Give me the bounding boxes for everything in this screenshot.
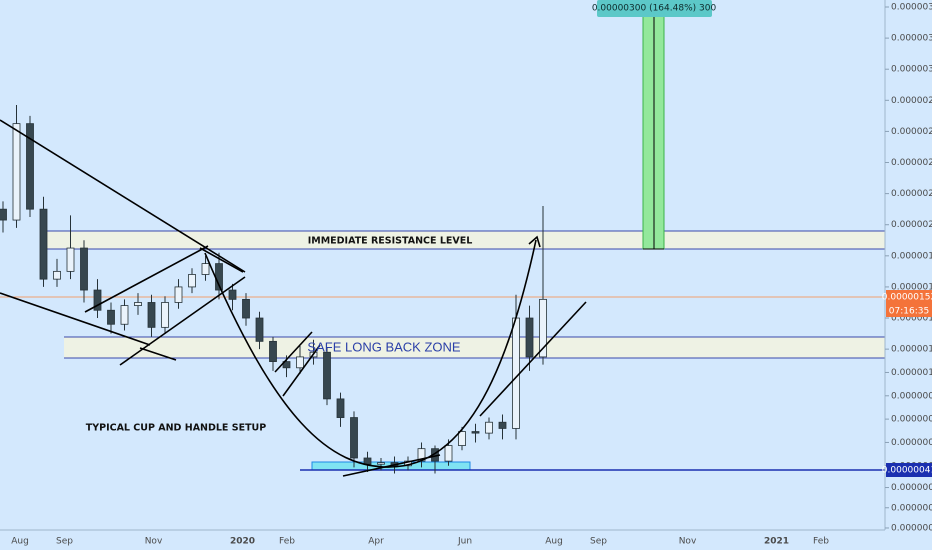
candle-body <box>93 289 102 311</box>
y-axis-area <box>885 0 932 550</box>
y-tick-label: 0.00000200 <box>891 220 932 230</box>
candle-body <box>201 263 210 275</box>
x-tick-label: Nov <box>679 537 697 547</box>
candle-body <box>107 309 115 325</box>
candle-body <box>39 208 48 280</box>
y-tick-label: 0.00000090 <box>891 391 932 401</box>
handle-line <box>479 301 587 417</box>
x-tick-label: Apr <box>368 537 384 547</box>
candle-body <box>323 351 331 400</box>
last-price: 0.00000152 <box>882 293 932 303</box>
y-tick-label: 0.00000240 <box>891 158 932 168</box>
candle-body <box>53 270 61 280</box>
trendline <box>274 331 313 373</box>
x-tick-label: Feb <box>279 537 295 547</box>
countdown-box <box>886 304 932 317</box>
candle-body <box>458 431 466 446</box>
x-tick-label: Sep <box>56 537 73 547</box>
y-tick-label: 0.00000105 <box>891 368 932 378</box>
trendline <box>139 347 177 361</box>
last-price-box <box>886 290 932 304</box>
candle-body <box>336 398 345 418</box>
candle-body <box>120 305 129 325</box>
target-label-box <box>597 0 712 17</box>
candle-body <box>66 247 75 272</box>
candle-body <box>350 417 358 459</box>
cup-curve <box>204 239 537 468</box>
y-tick-label: 0.00000140 <box>891 314 932 324</box>
candle-body <box>161 302 169 328</box>
y-tick-label: 0.00000120 <box>891 345 932 355</box>
candle-body <box>255 317 264 342</box>
target-label: 0.00000300 (164.48%) 300 <box>592 4 717 14</box>
x-tick-label: Jun <box>457 537 472 547</box>
y-tick-label: 0.00000031 <box>891 483 932 493</box>
candle-body <box>471 431 480 434</box>
x-tick-label: Sep <box>590 537 607 547</box>
trendlines <box>0 119 587 477</box>
y-tick-label: 0.00000018 <box>891 503 932 513</box>
candle-body <box>363 457 372 465</box>
trendline <box>0 292 151 346</box>
candle-body <box>0 208 7 221</box>
y-tick-label: 0.00000320 <box>891 34 932 44</box>
y-tick-label: 0.00000260 <box>891 127 932 137</box>
y-tick-label: 0.00000160 <box>891 282 932 292</box>
candle-body <box>134 302 142 306</box>
x-tick-label: Nov <box>145 537 163 547</box>
candle-body <box>269 340 277 362</box>
y-tick-label: 0.00000340 <box>891 2 932 12</box>
candle-body <box>485 421 493 434</box>
candle-body <box>174 286 183 303</box>
y-tick-label: 0.00000060 <box>891 438 932 448</box>
safe-zone <box>64 337 885 358</box>
x-tick-label: 2020 <box>230 537 255 547</box>
candle-body <box>12 123 21 221</box>
y-tick-label: 0.00000280 <box>891 96 932 106</box>
candle-body <box>147 302 156 328</box>
candle-body <box>377 462 385 465</box>
candle-body <box>188 274 196 288</box>
candle-body <box>512 317 520 429</box>
resistance-label: IMMEDIATE RESISTANCE LEVEL <box>308 236 473 247</box>
trendline <box>282 344 321 397</box>
candle-body <box>296 356 304 369</box>
candle-body <box>525 317 534 358</box>
x-tick-label: Aug <box>545 537 563 547</box>
x-tick-label: Aug <box>11 537 29 547</box>
candle-body <box>228 289 237 300</box>
base-line <box>342 454 441 477</box>
candle-body <box>80 247 88 291</box>
candle-body <box>26 123 34 210</box>
resistance-zone <box>44 231 885 249</box>
candle-body <box>282 361 291 369</box>
candle-body <box>498 421 507 429</box>
safe-zone-label: SAFE LONG BACK ZONE <box>307 339 460 354</box>
y-tick-label: 0.00000180 <box>891 251 932 261</box>
y-tick-label: 0.00000300 <box>891 65 932 75</box>
y-tick-label: 0.00000075 <box>891 415 932 425</box>
trendline <box>84 245 209 313</box>
candle-body <box>444 445 453 462</box>
x-tick-label: Feb <box>813 537 829 547</box>
trendline <box>119 276 246 366</box>
arrow-head <box>528 235 541 248</box>
trendline <box>199 247 244 273</box>
support-price: 0.00000041 <box>882 466 932 476</box>
x-tick-label: 2021 <box>764 537 789 547</box>
y-tick-label: 0.00000220 <box>891 189 932 199</box>
setup-label: TYPICAL CUP AND HANDLE SETUP <box>86 423 267 434</box>
countdown: 07:16:35 <box>889 307 929 317</box>
drawings <box>0 0 885 471</box>
candle-body <box>242 298 250 319</box>
candle-body <box>539 298 547 358</box>
y-tick-label: 0.00000005 <box>891 523 932 533</box>
trendline <box>0 119 246 273</box>
x-ticks: Aug Sep Nov 2020 Feb Apr Jun Aug Sep Nov 2021 Feb <box>11 537 829 547</box>
support-price-box <box>886 463 932 477</box>
